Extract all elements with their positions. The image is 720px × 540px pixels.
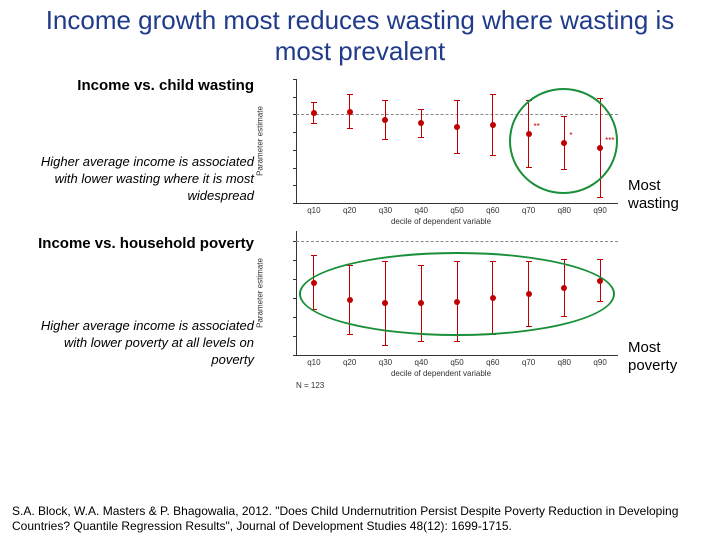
chart1-note: Higher average income is associated with… (20, 154, 254, 205)
chart2-note: Higher average income is associated with… (20, 318, 254, 369)
section-chart1: Income vs. child wasting Higher average … (0, 77, 720, 231)
citation: S.A. Block, W.A. Masters & P. Bhagowalia… (12, 504, 708, 534)
chart1-plot: Parameter estimate-10-8-6-4-2024q10q20q3… (260, 77, 622, 231)
section-chart2: Income vs. household poverty Higher aver… (0, 229, 720, 383)
chart2-right-label: Most poverty (628, 339, 704, 375)
chart1-right-label: Most wasting (628, 177, 704, 213)
page-title: Income growth most reduces wasting where… (0, 0, 720, 77)
chart2-plot: Parameter estimate-60-50-40-30-20-100q10… (260, 229, 622, 383)
